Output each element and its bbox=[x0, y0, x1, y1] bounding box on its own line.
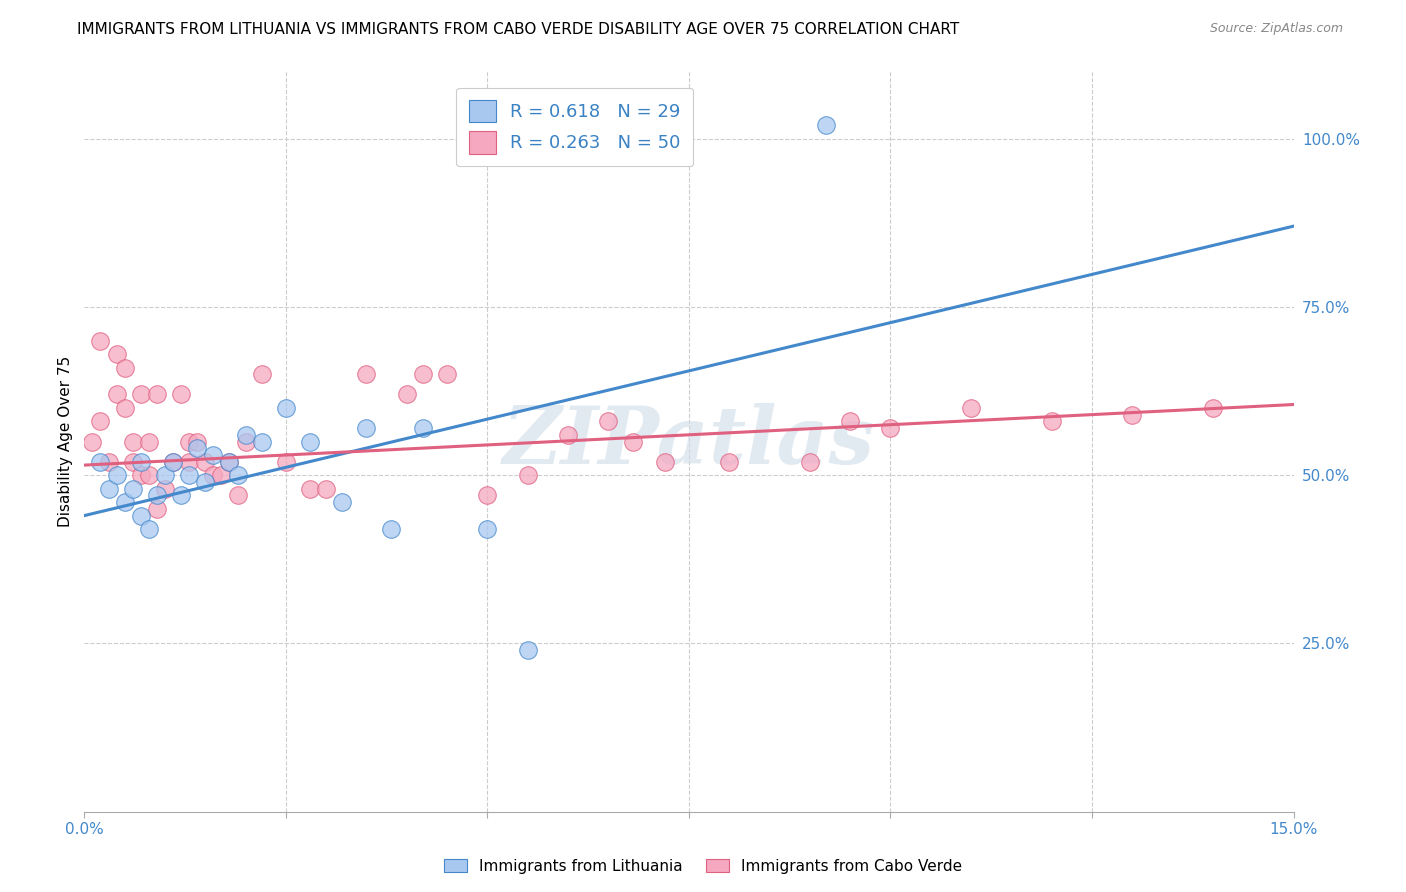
Point bbox=[82, 434, 104, 449]
Point bbox=[1040, 414, 1063, 428]
Point bbox=[162, 455, 184, 469]
Point bbox=[114, 360, 136, 375]
Text: ZIPatlas: ZIPatlas bbox=[503, 403, 875, 480]
Point bbox=[250, 368, 273, 382]
Point bbox=[299, 482, 322, 496]
Point bbox=[129, 508, 152, 523]
Text: Source: ZipAtlas.com: Source: ZipAtlas.com bbox=[1209, 22, 1343, 36]
Point bbox=[121, 434, 143, 449]
Point bbox=[129, 455, 152, 469]
Point bbox=[202, 468, 225, 483]
Point bbox=[960, 401, 983, 415]
Point bbox=[718, 455, 741, 469]
Point bbox=[209, 468, 232, 483]
Point bbox=[654, 455, 676, 469]
Point bbox=[412, 368, 434, 382]
Point bbox=[105, 347, 128, 361]
Point bbox=[114, 401, 136, 415]
Point bbox=[1121, 408, 1143, 422]
Point bbox=[315, 482, 337, 496]
Point bbox=[330, 495, 353, 509]
Point bbox=[129, 468, 152, 483]
Point bbox=[235, 427, 257, 442]
Point bbox=[226, 488, 249, 502]
Point bbox=[138, 522, 160, 536]
Point bbox=[89, 455, 111, 469]
Legend: Immigrants from Lithuania, Immigrants from Cabo Verde: Immigrants from Lithuania, Immigrants fr… bbox=[437, 853, 969, 880]
Point bbox=[170, 488, 193, 502]
Y-axis label: Disability Age Over 75: Disability Age Over 75 bbox=[58, 356, 73, 527]
Point bbox=[89, 414, 111, 428]
Point bbox=[226, 468, 249, 483]
Point bbox=[621, 434, 644, 449]
Point bbox=[477, 522, 499, 536]
Point bbox=[97, 455, 120, 469]
Point bbox=[146, 387, 169, 401]
Point bbox=[799, 455, 821, 469]
Point bbox=[879, 421, 901, 435]
Point bbox=[380, 522, 402, 536]
Point bbox=[129, 387, 152, 401]
Point bbox=[250, 434, 273, 449]
Point bbox=[274, 455, 297, 469]
Point bbox=[194, 475, 217, 489]
Point bbox=[179, 468, 201, 483]
Text: IMMIGRANTS FROM LITHUANIA VS IMMIGRANTS FROM CABO VERDE DISABILITY AGE OVER 75 C: IMMIGRANTS FROM LITHUANIA VS IMMIGRANTS … bbox=[77, 22, 959, 37]
Point bbox=[356, 368, 378, 382]
Point bbox=[138, 434, 160, 449]
Point bbox=[186, 442, 208, 456]
Point bbox=[477, 488, 499, 502]
Point bbox=[436, 368, 458, 382]
Point bbox=[839, 414, 862, 428]
Legend: R = 0.618   N = 29, R = 0.263   N = 50: R = 0.618 N = 29, R = 0.263 N = 50 bbox=[456, 87, 693, 166]
Point bbox=[516, 643, 538, 657]
Point bbox=[121, 455, 143, 469]
Point bbox=[557, 427, 579, 442]
Point bbox=[97, 482, 120, 496]
Point bbox=[356, 421, 378, 435]
Point bbox=[105, 387, 128, 401]
Point bbox=[153, 468, 176, 483]
Point bbox=[114, 495, 136, 509]
Point bbox=[274, 401, 297, 415]
Point bbox=[814, 118, 837, 132]
Point bbox=[170, 387, 193, 401]
Point bbox=[516, 468, 538, 483]
Point bbox=[218, 455, 240, 469]
Point bbox=[235, 434, 257, 449]
Point bbox=[162, 455, 184, 469]
Point bbox=[138, 468, 160, 483]
Point bbox=[218, 455, 240, 469]
Point bbox=[105, 468, 128, 483]
Point bbox=[395, 387, 418, 401]
Point bbox=[146, 488, 169, 502]
Point bbox=[179, 434, 201, 449]
Point bbox=[1202, 401, 1225, 415]
Point bbox=[153, 482, 176, 496]
Point bbox=[299, 434, 322, 449]
Point bbox=[179, 455, 201, 469]
Point bbox=[89, 334, 111, 348]
Point bbox=[598, 414, 620, 428]
Point bbox=[146, 501, 169, 516]
Point bbox=[202, 448, 225, 462]
Point bbox=[186, 434, 208, 449]
Point bbox=[121, 482, 143, 496]
Point bbox=[412, 421, 434, 435]
Point bbox=[194, 455, 217, 469]
